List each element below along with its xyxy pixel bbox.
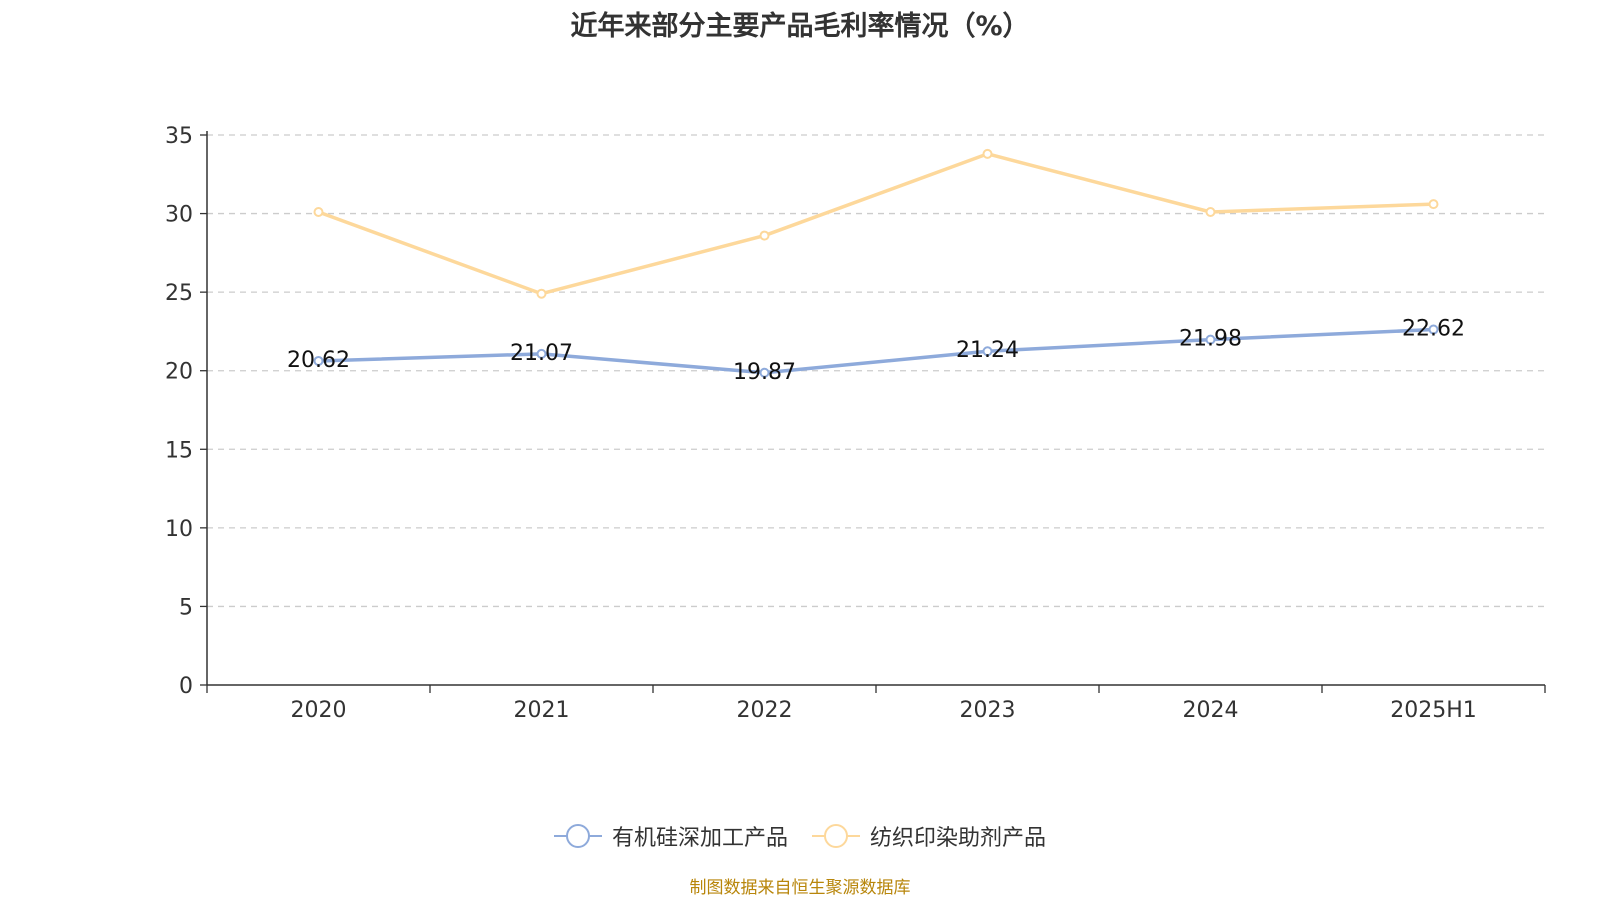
data-point-series-1 [1428,324,1439,335]
source-note: 制图数据来自恒生聚源数据库 [689,878,911,898]
data-point-series-2 [536,288,547,299]
x-tick-label: 2021 [514,698,570,723]
y-tick-label: 35 [165,124,193,149]
axes: 0 5 10 15 20 25 30 35 2020 2021 2022 2023 2024 2025H1 [165,124,1546,723]
data-point-series-1 [313,355,324,366]
legend-item-series-1[interactable]: 有机硅深加工产品 [553,820,788,852]
data-labels: 20.62 21.07 19.87 21.24 21.98 22.62 [287,317,1465,385]
data-label-series-1: 21.24 [956,338,1019,363]
legend-item-series-2[interactable]: 纺织印染助剂产品 [812,820,1046,852]
data-label-series-1: 20.62 [287,348,350,373]
legend-marker-series-1-icon [553,824,602,848]
data-point-series-2 [759,230,770,241]
data-point-series-2 [1205,207,1216,217]
series-line-1 [318,327,1434,375]
legend-label-series-2: 纺织印染助剂产品 [870,826,1047,851]
y-tick-label: 30 [165,203,193,228]
data-point-series-2 [982,148,993,159]
data-point-series-1 [982,346,993,357]
y-tick-label: 20 [165,360,193,385]
data-label-series-1: 19.87 [733,360,796,385]
data-point-series-1 [1205,334,1216,345]
y-tick-label: 15 [165,438,193,463]
data-point-series-2 [1428,199,1439,210]
legend-marker-series-2-icon [812,824,860,848]
data-label-series-1: 21.98 [1179,327,1242,352]
series-line-2 [317,152,1434,296]
series-lines [313,148,1439,378]
legend-label-series-1: 有机硅深加工产品 [611,826,788,851]
data-label-series-1: 22.62 [1402,317,1465,342]
data-point-series-1 [759,367,770,378]
x-tick-label: 2025H1 [1390,698,1477,723]
chart-title: 近年来部分主要产品毛利率情况（%） [570,11,1030,42]
grid-lines [207,134,1545,608]
y-tick-label: 5 [179,595,193,620]
x-tick-label: 2022 [737,698,793,723]
data-point-series-1 [536,348,547,359]
data-point-series-2 [313,207,324,217]
x-tick-label: 2020 [291,698,347,723]
y-tick-label: 25 [165,281,193,306]
x-tick-label: 2024 [1183,698,1239,723]
y-tick-label: 10 [165,517,193,542]
x-tick-label: 2023 [960,698,1016,723]
y-tick-label: 0 [179,674,193,699]
legend: 有机硅深加工产品 纺织印染助剂产品 [0,820,1600,852]
data-label-series-1: 21.07 [510,341,573,366]
